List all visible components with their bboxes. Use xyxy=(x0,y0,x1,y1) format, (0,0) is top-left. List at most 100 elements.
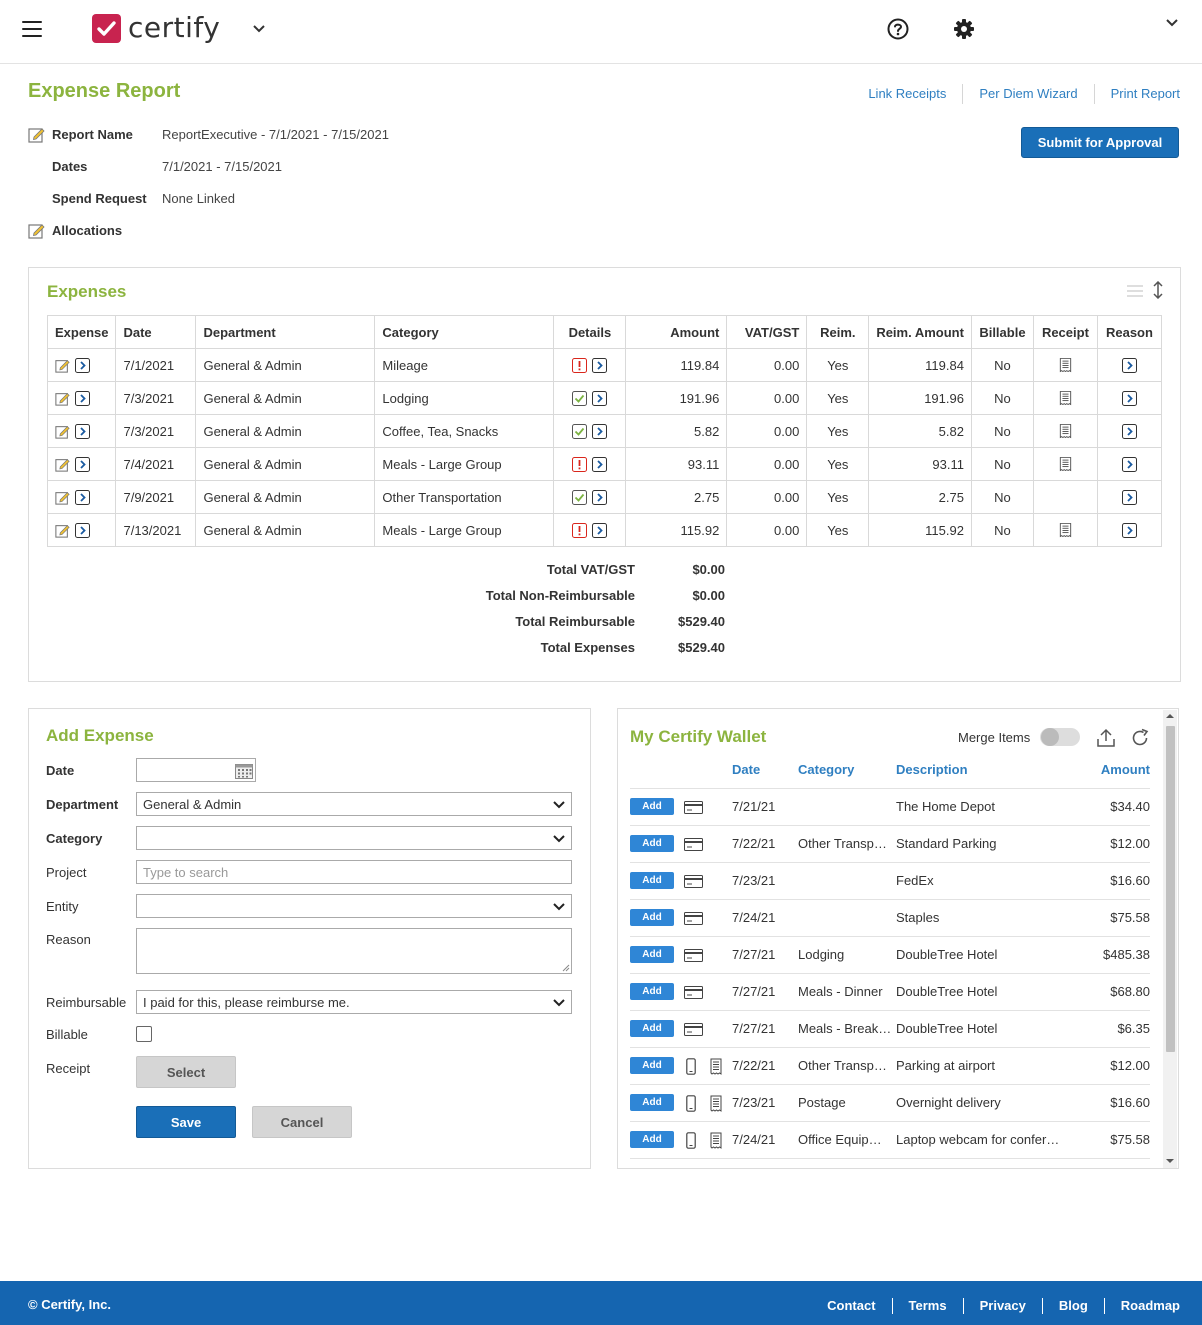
col-date[interactable]: Date xyxy=(115,315,197,349)
edit-icon[interactable] xyxy=(28,126,45,143)
resize-handle-icon[interactable] xyxy=(562,964,570,972)
cancel-button[interactable]: Cancel xyxy=(252,1106,352,1138)
user-menu-chevron-icon[interactable] xyxy=(1165,16,1179,30)
warning-icon[interactable] xyxy=(572,357,588,374)
reason-arrow-icon[interactable] xyxy=(1121,423,1137,440)
check-icon[interactable] xyxy=(572,390,588,407)
add-wallet-item-button[interactable]: Add xyxy=(630,909,674,926)
open-expense-icon[interactable] xyxy=(75,423,90,440)
edit-icon[interactable] xyxy=(28,222,45,239)
category-select[interactable] xyxy=(136,826,572,850)
certify-logo[interactable]: certify xyxy=(92,13,220,43)
reason-textarea[interactable] xyxy=(136,928,572,974)
col-department[interactable]: Department xyxy=(195,315,376,349)
edit-icon[interactable] xyxy=(55,390,70,406)
help-icon[interactable] xyxy=(887,18,909,40)
open-expense-icon[interactable] xyxy=(75,456,90,473)
receipt-icon[interactable] xyxy=(1059,357,1072,373)
details-arrow-icon[interactable] xyxy=(592,357,608,374)
wallet-col-description[interactable]: Description xyxy=(896,762,968,777)
wallet-col-category[interactable]: Category xyxy=(798,762,855,777)
receipt-icon[interactable] xyxy=(710,1058,722,1078)
hamburger-icon[interactable] xyxy=(22,21,42,37)
receipt-icon[interactable] xyxy=(1059,522,1072,538)
add-wallet-item-button[interactable]: Add xyxy=(630,1020,674,1037)
privacy-link[interactable]: Privacy xyxy=(962,1298,1042,1314)
col-receipt[interactable]: Receipt xyxy=(1032,315,1098,349)
reason-arrow-icon[interactable] xyxy=(1121,456,1137,473)
roadmap-link[interactable]: Roadmap xyxy=(1103,1298,1180,1314)
details-arrow-icon[interactable] xyxy=(592,390,608,407)
receipt-icon[interactable] xyxy=(1059,456,1072,472)
col-billable[interactable]: Billable xyxy=(970,315,1034,349)
add-wallet-item-button[interactable]: Add xyxy=(630,798,674,815)
scroll-up-icon[interactable] xyxy=(1166,713,1174,719)
print-report-link[interactable]: Print Report xyxy=(1093,84,1180,104)
project-input[interactable]: Type to search xyxy=(136,860,572,884)
receipt-icon[interactable] xyxy=(1059,423,1072,439)
terms-link[interactable]: Terms xyxy=(891,1298,963,1314)
per-diem-wizard-link[interactable]: Per Diem Wizard xyxy=(962,84,1093,104)
open-expense-icon[interactable] xyxy=(75,390,90,407)
col-reim[interactable]: Reim. xyxy=(806,315,870,349)
col-details[interactable]: Details xyxy=(553,315,627,349)
details-arrow-icon[interactable] xyxy=(592,522,608,539)
list-view-icon[interactable] xyxy=(1127,284,1143,298)
add-wallet-item-button[interactable]: Add xyxy=(630,946,674,963)
edit-icon[interactable] xyxy=(55,357,70,373)
submit-for-approval-button[interactable]: Submit for Approval xyxy=(1021,127,1179,158)
entity-select[interactable] xyxy=(136,894,572,918)
merge-items-toggle[interactable] xyxy=(1040,728,1080,746)
reason-arrow-icon[interactable] xyxy=(1121,357,1137,374)
add-wallet-item-button[interactable] xyxy=(630,1168,674,1169)
date-input[interactable] xyxy=(136,758,256,782)
receipt-icon[interactable] xyxy=(710,1132,722,1152)
edit-icon[interactable] xyxy=(55,423,70,439)
edit-icon[interactable] xyxy=(55,522,70,538)
add-wallet-item-button[interactable]: Add xyxy=(630,983,674,1000)
sort-icon[interactable] xyxy=(1152,281,1164,299)
warning-icon[interactable] xyxy=(572,522,588,539)
add-wallet-item-button[interactable]: Add xyxy=(630,1057,674,1074)
receipt-icon[interactable] xyxy=(1059,390,1072,406)
refresh-icon[interactable] xyxy=(1130,728,1150,748)
blog-link[interactable]: Blog xyxy=(1041,1298,1104,1314)
edit-icon[interactable] xyxy=(55,489,70,505)
contact-link[interactable]: Contact xyxy=(827,1298,876,1313)
wallet-scrollbar[interactable] xyxy=(1163,710,1177,1168)
scroll-down-icon[interactable] xyxy=(1166,1158,1174,1164)
reimbursable-select[interactable]: I paid for this, please reimburse me. xyxy=(136,990,572,1014)
wallet-col-amount[interactable]: Amount xyxy=(1100,762,1150,777)
col-reim-amount[interactable]: Reim. Amount xyxy=(868,315,972,349)
details-arrow-icon[interactable] xyxy=(592,456,608,473)
billable-checkbox[interactable] xyxy=(136,1026,152,1042)
open-expense-icon[interactable] xyxy=(75,522,90,539)
add-wallet-item-button[interactable]: Add xyxy=(630,1094,674,1111)
add-wallet-item-button[interactable]: Add xyxy=(630,872,674,889)
warning-icon[interactable] xyxy=(572,456,588,473)
link-receipts-link[interactable]: Link Receipts xyxy=(868,86,947,101)
check-icon[interactable] xyxy=(572,489,588,506)
check-icon[interactable] xyxy=(572,423,588,440)
col-amount[interactable]: Amount xyxy=(625,315,728,349)
add-wallet-item-button[interactable]: Add xyxy=(630,1131,674,1148)
calendar-icon[interactable] xyxy=(235,763,253,779)
reason-arrow-icon[interactable] xyxy=(1121,522,1137,539)
upload-icon[interactable] xyxy=(1097,728,1115,747)
col-vat[interactable]: VAT/GST xyxy=(726,315,808,349)
save-button[interactable]: Save xyxy=(136,1106,236,1138)
col-expense[interactable]: Expense xyxy=(46,315,117,349)
details-arrow-icon[interactable] xyxy=(592,423,608,440)
reason-arrow-icon[interactable] xyxy=(1121,489,1137,506)
details-arrow-icon[interactable] xyxy=(592,489,608,506)
scroll-thumb[interactable] xyxy=(1166,726,1175,1052)
receipt-icon[interactable] xyxy=(710,1095,722,1115)
open-expense-icon[interactable] xyxy=(75,357,90,374)
edit-icon[interactable] xyxy=(55,456,70,472)
add-wallet-item-button[interactable]: Add xyxy=(630,835,674,852)
department-select[interactable]: General & Admin xyxy=(136,792,572,816)
col-category[interactable]: Category xyxy=(374,315,555,349)
gear-icon[interactable] xyxy=(953,18,975,40)
chevron-down-icon[interactable] xyxy=(252,22,266,36)
wallet-col-date[interactable]: Date xyxy=(732,762,761,777)
